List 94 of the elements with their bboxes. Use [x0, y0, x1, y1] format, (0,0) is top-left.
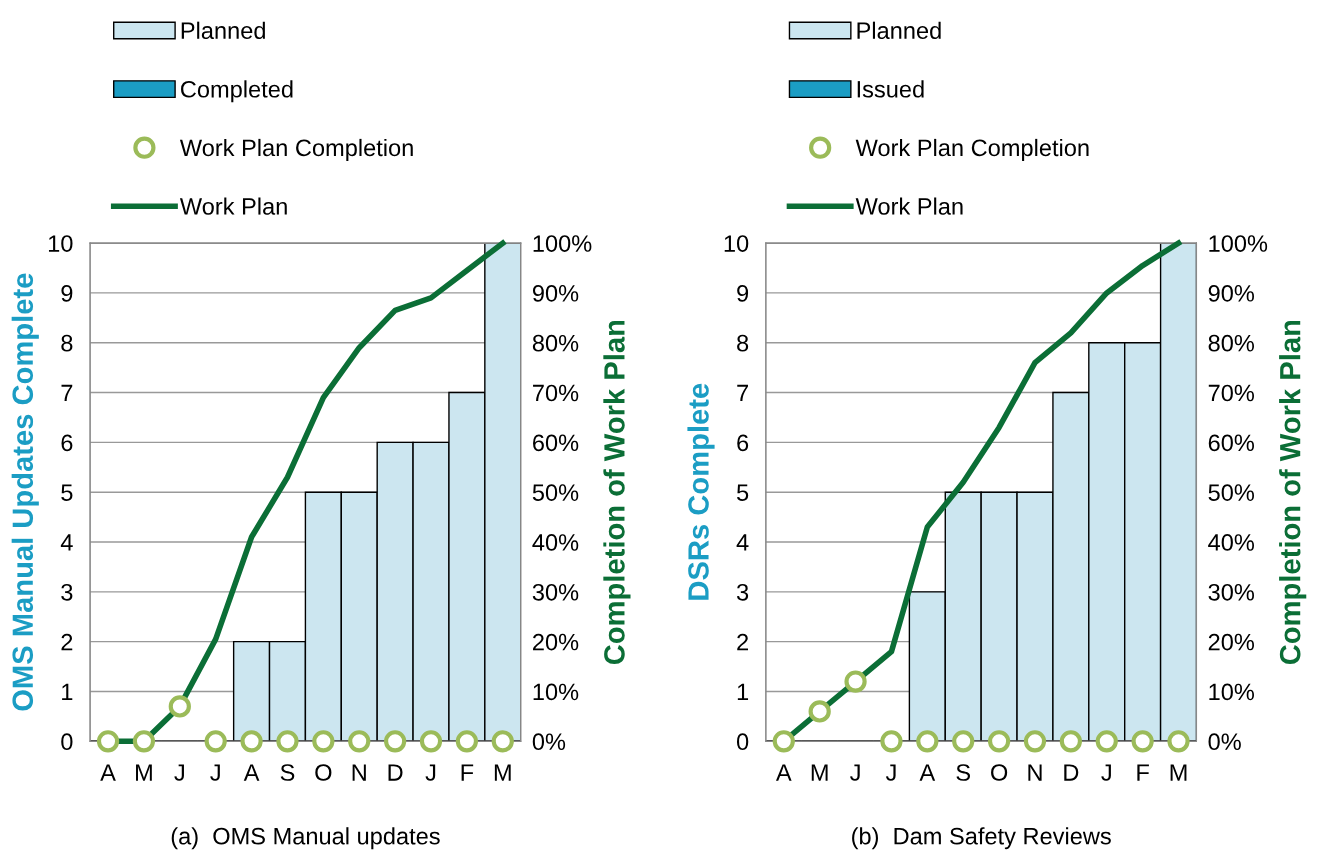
y2-tick-label: 70% — [533, 384, 579, 402]
x-tick-label: S — [280, 764, 295, 781]
y2-tick-label: 30% — [1208, 583, 1254, 601]
y2-tick-label: 40% — [1208, 534, 1254, 551]
x-tick-label: J — [210, 764, 220, 781]
point — [808, 700, 831, 723]
x-tick-label: A — [243, 764, 260, 781]
legend-label: Planned — [181, 21, 265, 39]
y-tick-label: 2 — [737, 633, 748, 651]
point — [1023, 730, 1047, 753]
y2-tick-label: 10% — [1209, 683, 1254, 701]
x-tick-label: J — [425, 764, 436, 781]
legend-label: Issued — [857, 80, 924, 98]
y2-tick-label: 60% — [1208, 434, 1254, 452]
legend-label: Work Plan — [179, 197, 287, 215]
x-tick-label: O — [991, 764, 1008, 781]
y2-axis-title: Completion of Work Plan — [1279, 320, 1307, 665]
x-tick-label: J — [174, 764, 184, 781]
y2-tick-label: 90% — [532, 284, 579, 302]
x-tick-label: M — [811, 764, 828, 781]
x-tick-label: N — [352, 764, 366, 781]
y2-tick-label: 100% — [1209, 235, 1268, 252]
x-tick-label: S — [956, 764, 971, 781]
legend-label: Work Plan Completion — [855, 138, 1089, 161]
y2-tick-label: 20% — [533, 633, 579, 651]
y2-tick-label: 50% — [532, 484, 579, 501]
y-tick-label: 7 — [61, 384, 73, 402]
x-tick-label: A — [919, 764, 936, 781]
y2-tick-label: 50% — [1208, 484, 1254, 501]
x-tick-label: J — [885, 764, 896, 781]
legend-label: Work Plan Completion — [179, 138, 413, 161]
x-tick-label: M — [136, 764, 152, 781]
y-tick-label: 9 — [61, 284, 73, 302]
point — [844, 670, 867, 693]
point — [1095, 730, 1118, 753]
point — [1059, 730, 1083, 753]
y-axis-title: OMS Manual Updates Complete — [11, 273, 39, 711]
y-tick-label: 0 — [61, 733, 73, 751]
y2-tick-label: 60% — [533, 434, 579, 452]
x-tick-label: D — [1064, 764, 1079, 781]
x-tick-label: D — [388, 764, 403, 781]
x-tick-label: A — [775, 764, 792, 781]
x-tick-label: J — [850, 764, 860, 781]
x-axis-title: (b) Dam Safety Reviews — [852, 827, 1111, 850]
y2-axis-title: Completion of Work Plan — [603, 320, 631, 665]
y2-tick-label: 80% — [1208, 334, 1254, 352]
x-tick-label: F — [461, 764, 474, 781]
point — [1167, 730, 1190, 753]
point — [987, 730, 1011, 753]
x-tick-label: A — [100, 764, 116, 781]
x-tick-label: N — [1028, 764, 1042, 781]
x-axis-title: (a) OMS Manual updates — [171, 827, 440, 850]
x-tick-label: M — [1170, 764, 1187, 781]
y-tick-label: 0 — [736, 733, 749, 751]
y-tick-label: 1 — [62, 683, 73, 701]
y-tick-label: 5 — [737, 484, 749, 501]
y-tick-label: 2 — [61, 633, 73, 651]
y2-tick-label: 80% — [532, 334, 579, 352]
y2-tick-label: 90% — [1208, 284, 1254, 302]
y2-tick-label: 0% — [532, 733, 566, 751]
y2-tick-label: 0% — [1208, 733, 1241, 751]
x-tick-label: F — [1137, 764, 1149, 781]
y-tick-label: 7 — [737, 384, 748, 402]
legend-label: Work Plan — [855, 197, 963, 215]
point — [916, 730, 939, 753]
y-tick-label: 4 — [736, 534, 749, 551]
point — [880, 730, 903, 753]
point — [1131, 730, 1154, 753]
y2-tick-label: 30% — [532, 583, 579, 601]
y-tick-label: 10 — [48, 235, 73, 252]
x-tick-label: M — [494, 764, 511, 781]
y-tick-label: 6 — [737, 434, 749, 452]
y-tick-label: 9 — [737, 284, 749, 302]
y-tick-label: 8 — [737, 334, 749, 352]
point — [772, 730, 795, 753]
legend-label: Completed — [181, 80, 293, 103]
y-tick-label: 3 — [736, 583, 749, 601]
y2-tick-label: 100% — [533, 235, 592, 252]
y-tick-label: 8 — [61, 334, 73, 352]
y2-tick-label: 70% — [1208, 384, 1254, 402]
y-tick-label: 3 — [61, 583, 73, 601]
y-axis-title: DSRs Complete — [687, 383, 715, 600]
y-tick-label: 10 — [724, 235, 749, 252]
x-tick-label: J — [1101, 764, 1111, 781]
y2-tick-label: 10% — [533, 683, 579, 701]
x-tick-label: O — [315, 764, 332, 781]
y-tick-label: 4 — [60, 534, 73, 551]
y-tick-label: 5 — [61, 484, 73, 501]
point — [952, 730, 975, 753]
y2-tick-label: 40% — [532, 534, 579, 551]
legend-label: Planned — [857, 21, 941, 39]
y2-tick-label: 20% — [1208, 633, 1254, 651]
y-tick-label: 1 — [737, 683, 749, 701]
y-tick-label: 6 — [61, 434, 73, 452]
